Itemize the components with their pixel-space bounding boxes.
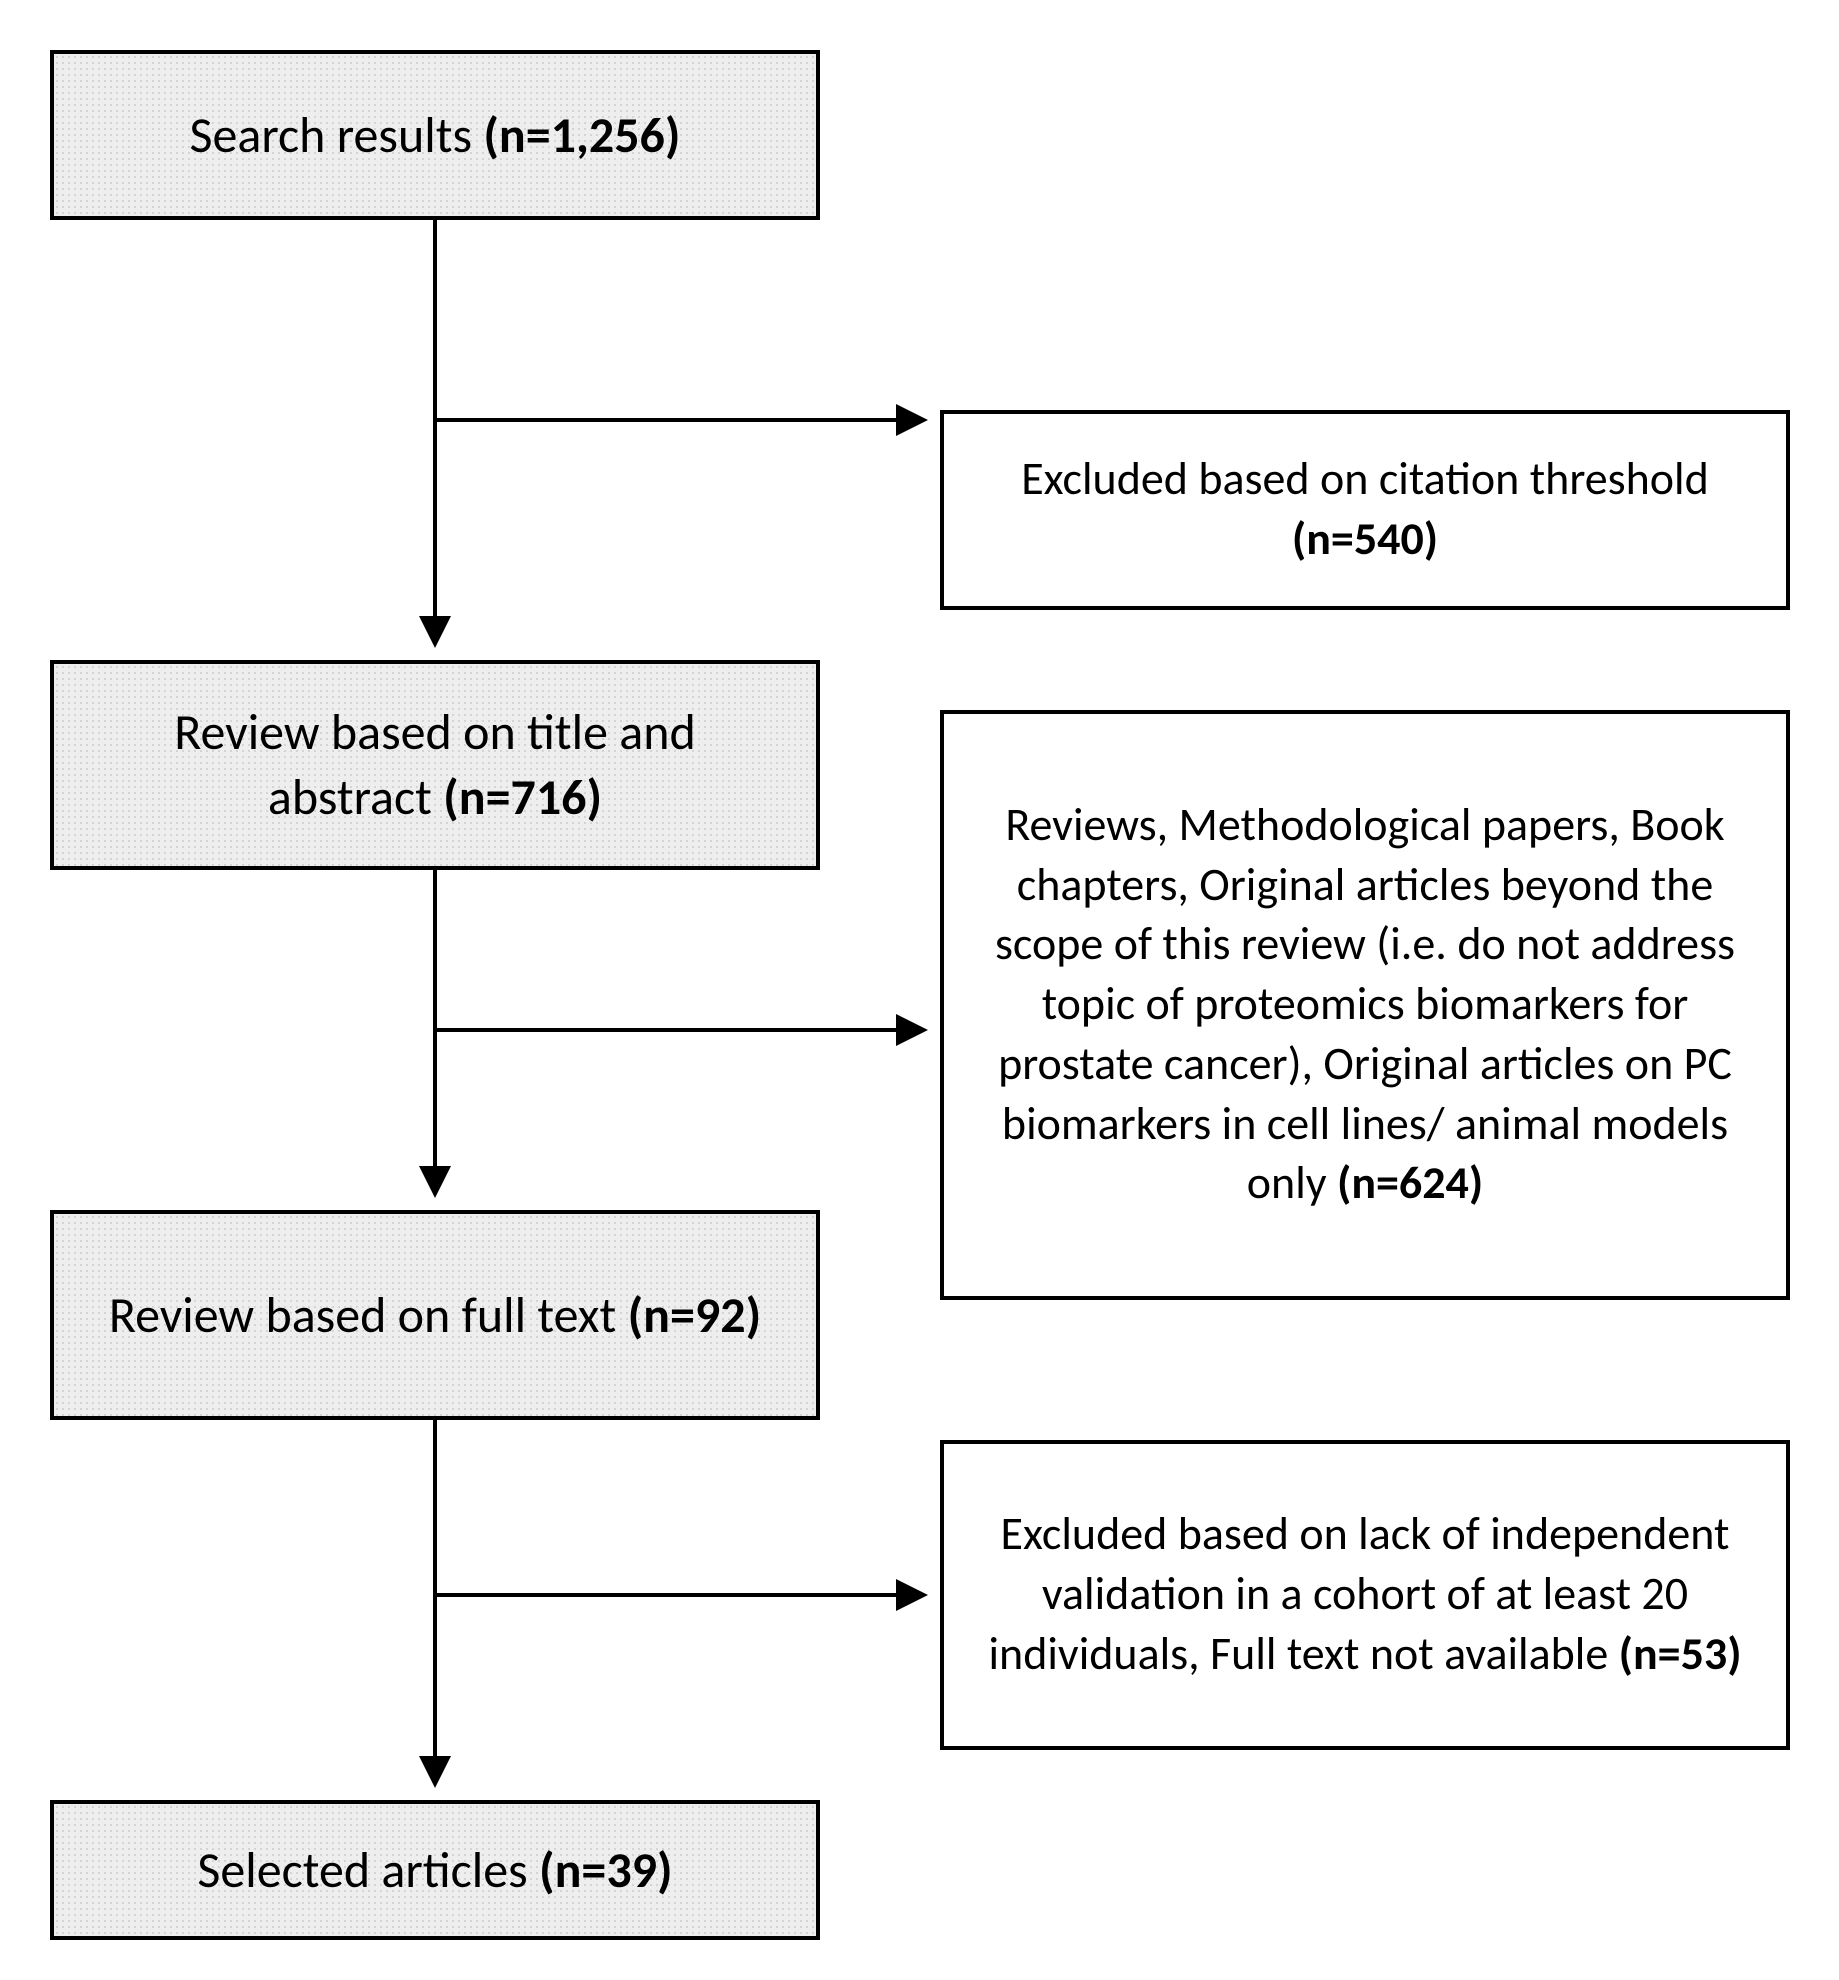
node-excluded-scope: Reviews, Methodological papers, Book cha… [940,710,1790,1300]
node-review-full-text: Review based on full text (n=92) [50,1210,820,1420]
node-search-results: Search results (n=1,256) [50,50,820,220]
node-selected-articles: Selected articles (n=39) [50,1800,820,1940]
node-n: (n=1,256) [483,105,680,166]
node-excluded-citation: Excluded based on citation threshold (n=… [940,410,1790,610]
flowchart-container: Search results (n=1,256) Excluded based … [40,40,1800,1940]
node-text: Selected articles [197,1840,539,1901]
node-n: (n=624) [1337,1155,1483,1211]
node-text: Reviews, Methodological papers, Book cha… [995,797,1735,1212]
node-excluded-validation: Excluded based on lack of independent va… [940,1440,1790,1750]
node-text: Review based on full text [109,1285,628,1346]
node-review-title-abstract: Review based on title and abstract (n=71… [50,660,820,870]
node-n: (n=540) [1292,511,1438,567]
node-n: (n=39) [539,1840,673,1901]
node-text: Search results [190,105,484,166]
node-n: (n=92) [628,1285,762,1346]
node-n: (n=716) [443,767,602,828]
node-text: Excluded based on citation threshold [1021,451,1709,507]
node-text: Review based on title and abstract [174,702,696,828]
node-n: (n=53) [1619,1626,1742,1682]
